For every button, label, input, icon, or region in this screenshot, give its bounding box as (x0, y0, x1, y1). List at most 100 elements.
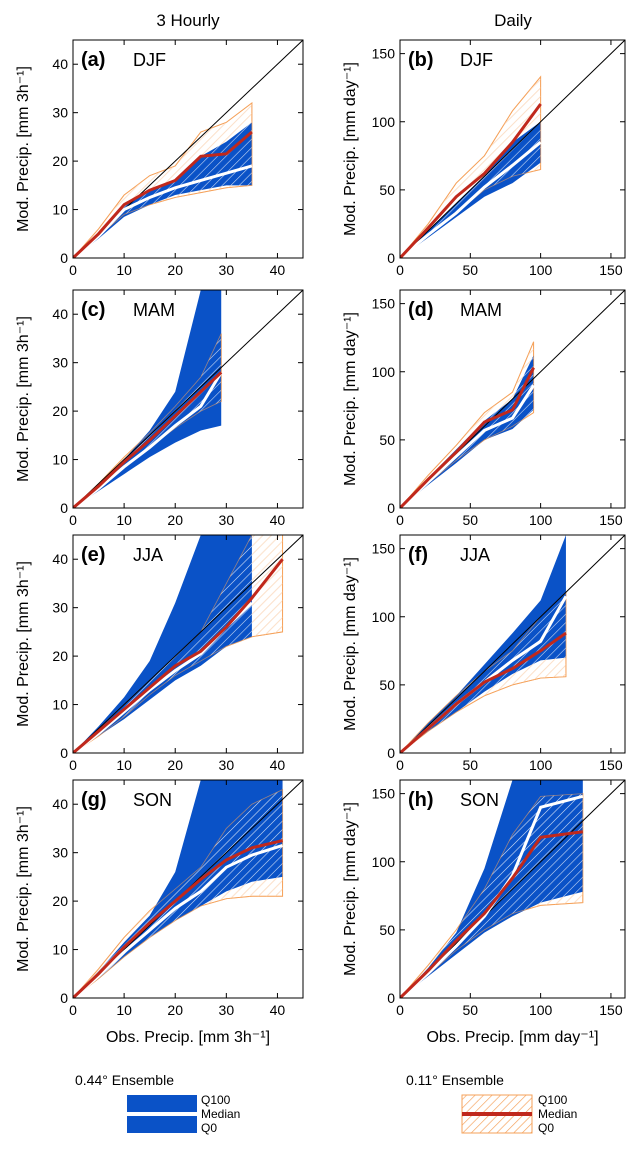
panel-f-letter: (f) (408, 544, 428, 566)
panel-a-ytick-label: 0 (60, 250, 68, 266)
panel-g: 0 10 20 30 40 0 10 20 30 40 (g) SON Mod. Precip. [mm… (15, 779, 304, 1046)
panel-b-ens011-envelope-overlay (400, 75, 542, 258)
panel-d-axes-frame (399, 289, 626, 509)
panel-h-xtick-label: 50 (463, 1002, 479, 1018)
panel-b-ylabel: Mod. Precip. [mm day⁻¹] (342, 62, 359, 236)
panel-e-ytick-label: 30 (52, 600, 68, 616)
panel-f-season: JJA (460, 545, 490, 565)
panel-a-xtick-label: 20 (167, 262, 183, 278)
panel-a-ytick-label: 20 (52, 153, 68, 169)
panel-a-letter: (a) (81, 49, 105, 71)
panel-a: 0 10 20 30 40 0 10 20 30 40 (a) DJF Mod. Precip. [mm… (15, 39, 304, 278)
panel-c-xtick-label: 30 (219, 512, 235, 528)
panel-d-letter: (d) (408, 299, 434, 321)
panel-h-xlabel: Obs. Precip. [mm day⁻¹] (426, 1029, 598, 1046)
legend-ens044-median: Median (201, 1107, 240, 1121)
panel-c-one-to-one-line (73, 290, 303, 508)
panel-e-xtick-label: 10 (116, 757, 132, 773)
legend-ens044: 0.44° Ensemble Q100 Median Q0 (75, 1072, 240, 1135)
panel-d-ytick-label: 150 (372, 296, 396, 312)
panel-a-ens044-median (73, 164, 253, 258)
panel-a-axes-frame (72, 39, 304, 259)
panel-e-ylabel: Mod. Precip. [mm 3h⁻¹] (15, 561, 32, 727)
panel-h-ytick-label: 150 (372, 786, 396, 802)
panel-f-xtick-label: 50 (463, 757, 479, 773)
legend-ens044-title: 0.44° Ensemble (75, 1072, 174, 1088)
panel-g-letter: (g) (81, 789, 107, 811)
panel-d-xtick-label: 100 (529, 512, 553, 528)
panel-d-ytick-label: 0 (387, 500, 395, 516)
panel-b-plot-area (400, 40, 625, 258)
panel-g-plot-area (73, 780, 303, 998)
panel-d-xtick-label: 0 (396, 512, 404, 528)
panel-e-plot-area (73, 535, 303, 753)
panel-c-axes-frame (72, 289, 304, 509)
panel-b-one-to-one-line (400, 40, 625, 258)
panel-b-ens044-median (400, 141, 542, 258)
panel-c-ytick-label: 20 (52, 403, 68, 419)
panel-b-ytick-label: 150 (372, 46, 396, 62)
panel-d-xtick-label: 50 (463, 512, 479, 528)
panel-b-axes-frame (399, 39, 626, 259)
panel-d-season: MAM (460, 300, 502, 320)
panel-h-ylabel: Mod. Precip. [mm day⁻¹] (342, 802, 359, 976)
panel-g-ens011-median (73, 839, 283, 998)
panel-e-one-to-one-line (73, 535, 303, 753)
panel-h: 0 50 100 150 0 50 100 150 (h) SON Mod. Precip. [mm… (342, 779, 626, 1046)
panel-a-xtick-label: 10 (116, 262, 132, 278)
panel-e-xtick-label: 30 (219, 757, 235, 773)
panel-e-xtick-label: 20 (167, 757, 183, 773)
panel-g-ytick-label: 10 (52, 942, 68, 958)
panel-a-xtick-label: 40 (270, 262, 286, 278)
panel-b-xtick-label: 100 (529, 262, 553, 278)
panel-h-ytick-label: 100 (372, 854, 396, 870)
panel-f-xtick-label: 100 (529, 757, 553, 773)
panel-f-xtick-label: 150 (599, 757, 623, 773)
panel-b-ens011-median (400, 103, 542, 258)
panel-f: 0 50 100 150 0 50 100 150 (f) JJA Mod. Precip. [mm… (342, 534, 626, 773)
panel-e-xtick-label: 0 (69, 757, 77, 773)
panel-a-ytick-label: 40 (52, 56, 68, 72)
legend-ens011-q100: Q100 (538, 1093, 568, 1107)
panel-a-xtick-label: 30 (219, 262, 235, 278)
panel-h-ytick-label: 50 (379, 922, 395, 938)
panel-g-xtick-label: 30 (219, 1002, 235, 1018)
panel-b-xtick-label: 0 (396, 262, 404, 278)
panel-h-plot-area (400, 780, 625, 998)
panel-e-ens011-median (73, 558, 284, 753)
panel-h-xtick-label: 100 (529, 1002, 553, 1018)
panel-f-ytick-label: 50 (379, 677, 395, 693)
panel-c-xtick-label: 0 (69, 512, 77, 528)
panel-e-ytick-label: 40 (52, 551, 68, 567)
panel-e-ytick-label: 20 (52, 648, 68, 664)
panel-c-ytick-label: 0 (60, 500, 68, 516)
panel-c-xtick-label: 40 (270, 512, 286, 528)
panel-g-xtick-label: 40 (270, 1002, 286, 1018)
panel-f-ens011-median (400, 631, 567, 753)
panel-b-letter: (b) (408, 49, 434, 71)
panel-b-ytick-label: 0 (387, 250, 395, 266)
panel-a-plot-area (73, 40, 303, 258)
panel-g-xtick-label: 10 (116, 1002, 132, 1018)
panel-f-ytick-label: 150 (372, 541, 396, 557)
panel-a-ens011-envelope-overlay (73, 102, 253, 258)
panels: 0 10 20 30 40 0 10 20 30 40 (a) DJF Mod. Precip. [mm… (15, 39, 626, 1046)
panel-c-ytick-label: 30 (52, 355, 68, 371)
panel-b-ytick-label: 50 (379, 182, 395, 198)
panel-c-xtick-label: 10 (116, 512, 132, 528)
panel-d: 0 50 100 150 0 50 100 150 (d) MAM Mod. Precip. [mm… (342, 289, 626, 528)
panel-d-ylabel: Mod. Precip. [mm day⁻¹] (342, 312, 359, 486)
panel-h-ens011-envelope-overlay (400, 793, 584, 998)
panel-f-ytick-label: 100 (372, 609, 396, 625)
panel-g-axes-frame (72, 779, 304, 999)
panel-e-axes-frame (72, 534, 304, 754)
panel-g-xlabel: Obs. Precip. [mm 3h⁻¹] (106, 1029, 270, 1046)
panel-d-ytick-label: 50 (379, 432, 395, 448)
panel-d-ens011-median (400, 366, 535, 508)
panel-c: 0 10 20 30 40 0 10 20 30 40 (c) MAM Mod. Precip. [mm… (15, 289, 304, 528)
panel-b-ytick-label: 100 (372, 114, 396, 130)
panel-f-xtick-label: 0 (396, 757, 404, 773)
panel-c-ylabel: Mod. Precip. [mm 3h⁻¹] (15, 316, 32, 482)
panel-d-plot-area (400, 290, 625, 508)
